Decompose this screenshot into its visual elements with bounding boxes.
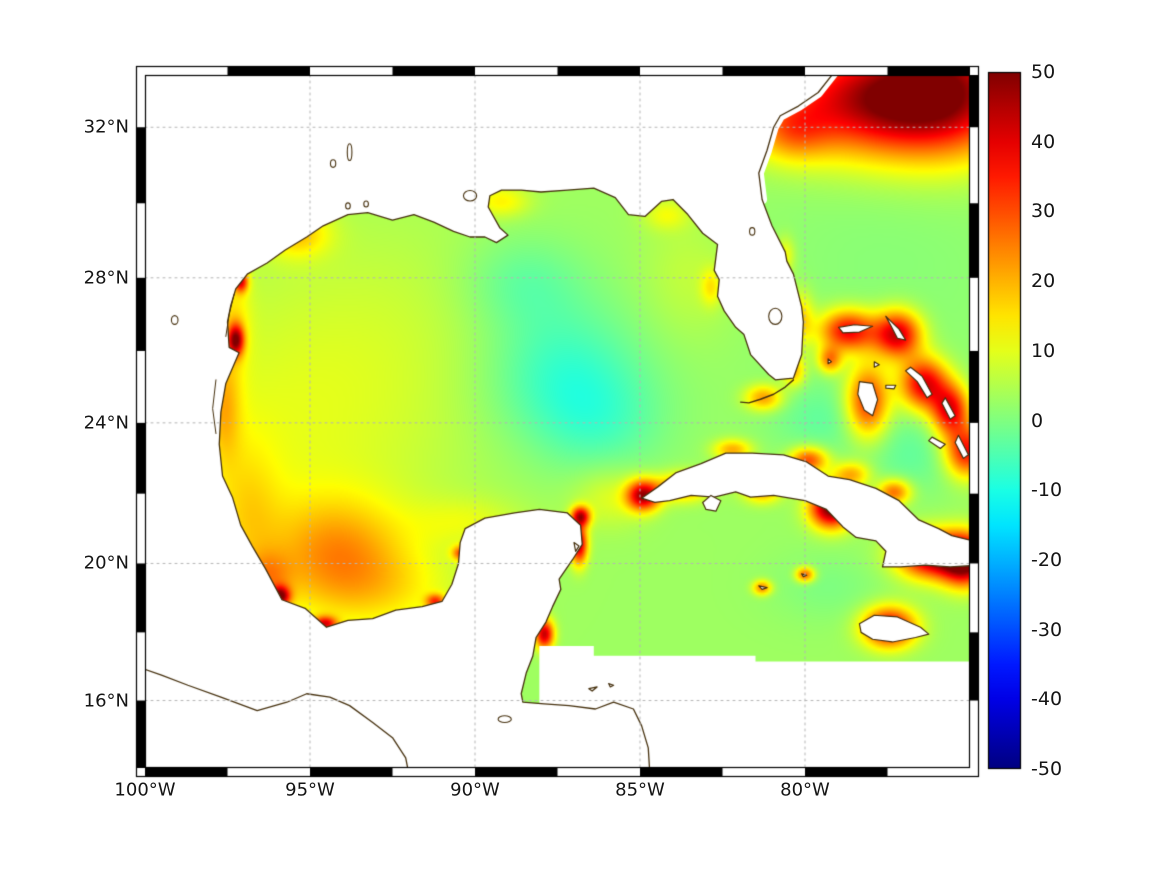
map-plot-canvas [0,0,1167,875]
figure: 100°W 95°W 90°W 85°W 80°W 16°N 20°N 24°N 28°N 32°… [0,0,1167,875]
